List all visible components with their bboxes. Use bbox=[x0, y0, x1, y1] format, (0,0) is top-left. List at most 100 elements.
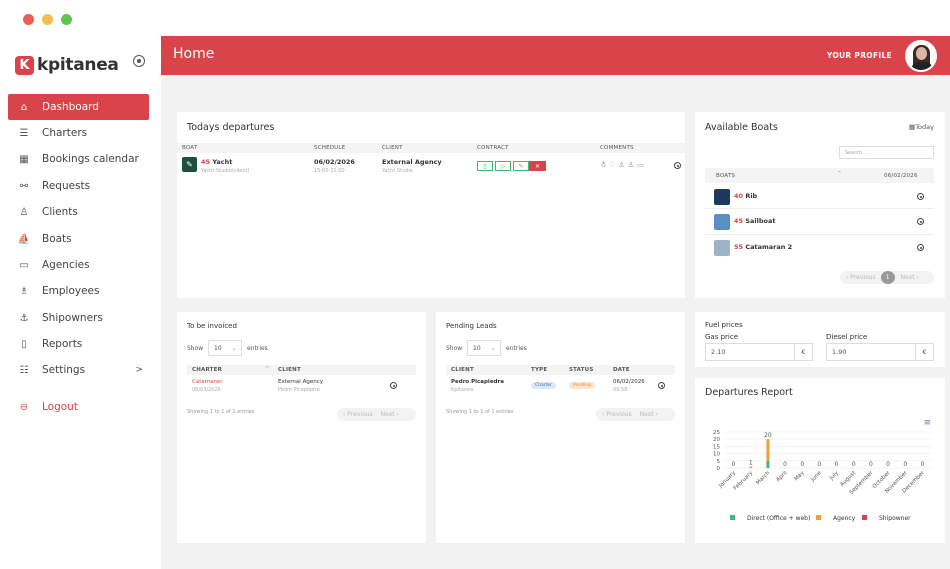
invoice-charter-link[interactable]: Catamaran bbox=[192, 379, 223, 385]
next-button[interactable]: Next › bbox=[900, 274, 919, 281]
top-bar: Home YOUR PROFILE bbox=[161, 36, 950, 75]
sort-icon[interactable]: ^ bbox=[265, 366, 270, 372]
entries-select[interactable]: 10 ⌄ bbox=[208, 340, 242, 356]
window-chrome bbox=[0, 0, 950, 36]
sidebar-item-label: Requests bbox=[42, 180, 91, 192]
boat-action-icon[interactable] bbox=[917, 193, 924, 200]
contract-send-icon[interactable]: ▷ bbox=[495, 161, 511, 171]
x-tick-label: June bbox=[809, 470, 823, 484]
show-label: Show bbox=[187, 345, 204, 352]
contract-cancel-icon[interactable]: ✕ bbox=[529, 161, 546, 171]
legend-label: Direct (Office + web) bbox=[747, 515, 810, 522]
sidebar-item-employees[interactable]: ♗ Employees bbox=[8, 278, 149, 304]
sidebar-item-shipowners[interactable]: ⚓ Shipowners bbox=[8, 305, 149, 331]
sidebar-item-requests[interactable]: ⚯ Requests bbox=[8, 173, 149, 199]
your-profile-link[interactable]: YOUR PROFILE bbox=[826, 51, 892, 60]
sidebar-item-dashboard[interactable]: ⌂ Dashboard bbox=[8, 94, 149, 120]
boat-item[interactable]: 40 Rib bbox=[734, 192, 758, 200]
boat-action-icon[interactable] bbox=[917, 244, 924, 251]
row-action-icon[interactable] bbox=[658, 382, 665, 389]
boats-search-input[interactable]: Search... bbox=[839, 146, 934, 159]
avatar[interactable] bbox=[905, 40, 937, 72]
list-icon: ☰ bbox=[19, 127, 29, 139]
sidebar-item-label: Dashboard bbox=[42, 101, 99, 113]
col-boats: BOATS bbox=[716, 173, 736, 179]
fuel-prices-card: Fuel prices Gas price 2.10 € Diesel pric… bbox=[695, 312, 945, 367]
contract-document-icon[interactable]: ▯ bbox=[477, 161, 493, 171]
diesel-price-input[interactable]: 1.90 € bbox=[826, 343, 934, 361]
page-1-button[interactable]: 1 bbox=[880, 271, 895, 284]
row-action-icon[interactable] bbox=[390, 382, 397, 389]
sliders-icon: ☷ bbox=[19, 364, 29, 376]
x-tick-label: March bbox=[755, 470, 771, 486]
chevron-right-icon: > bbox=[135, 365, 143, 375]
contract-sign-icon[interactable]: ✎ bbox=[513, 161, 529, 171]
legend-label: Shipowner bbox=[879, 515, 911, 522]
sidebar-item-settings[interactable]: ☷ Settings > bbox=[8, 357, 149, 383]
legend-swatch bbox=[862, 515, 867, 520]
row-action-icon[interactable] bbox=[674, 162, 681, 169]
sidebar-toggle-icon[interactable] bbox=[133, 55, 145, 67]
todays-departures-card: Todays departures BOAT SCHEDULE CLIENT C… bbox=[177, 112, 685, 298]
y-tick-label: 0 bbox=[717, 466, 721, 472]
y-tick-label: 10 bbox=[713, 452, 720, 458]
data-label: 0 bbox=[921, 461, 925, 468]
sidebar bbox=[0, 36, 161, 569]
col-client: CLIENT bbox=[278, 367, 301, 373]
next-button[interactable]: Next › bbox=[380, 411, 399, 418]
entries-label: entries bbox=[506, 345, 527, 352]
chart-menu-icon[interactable]: ≡ bbox=[923, 418, 931, 428]
card-title: Fuel prices bbox=[705, 321, 743, 329]
table-header bbox=[177, 143, 685, 153]
legend-swatch bbox=[816, 515, 821, 520]
card-title: To be invoiced bbox=[187, 322, 237, 330]
y-tick-label: 20 bbox=[713, 437, 720, 443]
logo-text: kpitanea bbox=[37, 55, 119, 75]
lead-status-badge: Pending bbox=[569, 382, 595, 389]
sidebar-item-clients[interactable]: ♙ Clients bbox=[8, 199, 149, 225]
boats-pagination: ‹ Previous 1 Next › bbox=[840, 271, 934, 284]
invoice-client: External Agency bbox=[278, 379, 323, 385]
sidebar-item-bookings-calendar[interactable]: ▦ Bookings calendar bbox=[8, 146, 149, 172]
logout-button[interactable]: ⊖ Logout bbox=[8, 394, 149, 420]
previous-button[interactable]: ‹ Previous bbox=[343, 411, 373, 418]
briefcase-icon: ▭ bbox=[19, 259, 29, 271]
col-client: CLIENT bbox=[451, 367, 474, 373]
comment-icons: ♁♡♙♙▭ bbox=[601, 161, 647, 169]
sidebar-item-agencies[interactable]: ▭ Agencies bbox=[8, 252, 149, 278]
home-icon: ⌂ bbox=[20, 101, 28, 113]
previous-button[interactable]: ‹ Previous bbox=[846, 274, 876, 281]
boat-item[interactable]: 55 Catamaran 2 bbox=[734, 243, 793, 251]
previous-button[interactable]: ‹ Previous bbox=[602, 411, 632, 418]
data-label: 0 bbox=[783, 461, 787, 468]
departure-boat[interactable]: 45 Yacht bbox=[201, 158, 233, 166]
col-date: 06/02/2026 bbox=[884, 173, 918, 179]
sidebar-item-boats[interactable]: ⛵ Boats bbox=[8, 226, 149, 252]
gas-price-input[interactable]: 2.10 € bbox=[705, 343, 813, 361]
sidebar-item-reports[interactable]: ▯ Reports bbox=[8, 331, 149, 357]
x-tick-label: May bbox=[793, 470, 806, 483]
boat-action-icon[interactable] bbox=[917, 218, 924, 225]
close-window-button[interactable] bbox=[23, 14, 34, 25]
sidebar-item-charters[interactable]: ☰ Charters bbox=[8, 120, 149, 146]
today-button[interactable]: ▦Today bbox=[909, 123, 934, 131]
x-tick-label: April bbox=[775, 470, 788, 483]
next-button[interactable]: Next › bbox=[639, 411, 658, 418]
col-comments: COMMENTS bbox=[600, 145, 634, 151]
sidebar-item-label: Reports bbox=[42, 338, 83, 350]
sidebar-item-label: Settings bbox=[42, 364, 86, 376]
chart-bar bbox=[749, 466, 753, 468]
chart-bar bbox=[766, 460, 770, 468]
entries-select[interactable]: 10 ⌄ bbox=[467, 340, 501, 356]
maximize-window-button[interactable] bbox=[61, 14, 72, 25]
departure-client-sub: Yacht Studio bbox=[382, 168, 413, 174]
boat-thumbnail: ✎ bbox=[182, 157, 197, 172]
x-tick-label: July bbox=[828, 470, 840, 482]
sort-icon[interactable]: ^ bbox=[837, 171, 842, 177]
departure-date: 06/02/2026 bbox=[314, 158, 355, 166]
leads-pagination: ‹ Previous Next › bbox=[596, 408, 675, 421]
table-info: Showing 1 to 1 of 1 entries bbox=[187, 409, 255, 415]
boat-item[interactable]: 45 Sailboat bbox=[734, 217, 776, 225]
minimize-window-button[interactable] bbox=[42, 14, 53, 25]
boat-icon: ⛵ bbox=[17, 233, 31, 245]
